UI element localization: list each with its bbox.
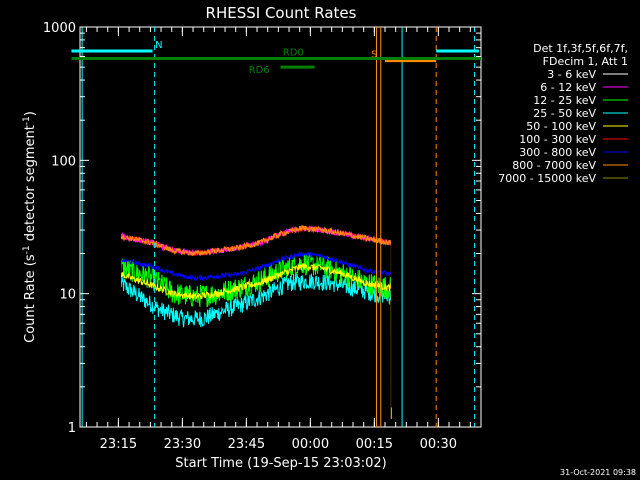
y-axis-label-sup2: -1 bbox=[22, 116, 32, 125]
x-tick-label: 23:45 bbox=[228, 437, 265, 452]
legend-entry-label: 800 - 7000 keV bbox=[512, 159, 596, 172]
legend-entry-label: 25 - 50 keV bbox=[533, 107, 596, 120]
y-axis-label-main: Count Rate (s bbox=[23, 254, 38, 343]
legend-entry-label: 50 - 100 keV bbox=[526, 120, 596, 133]
x-axis-label: Start Time (19-Sep-15 23:03:02) bbox=[175, 456, 386, 471]
status-bar-label-S: S bbox=[371, 50, 377, 61]
series-line-800-7000keV bbox=[120, 225, 392, 419]
series-line-25-50keV bbox=[120, 273, 392, 328]
status-bars-layer: N S RD0 RD6 bbox=[71, 40, 481, 76]
legend: Det 1f,3f,5f,6f,7f, FDecim 1, Att 1 3 - … bbox=[498, 42, 628, 185]
series-layer bbox=[120, 145, 392, 419]
y-tick-label: 1000 bbox=[43, 21, 76, 36]
x-tick-label: 23:30 bbox=[164, 437, 201, 452]
series-line-12-25keV bbox=[120, 252, 392, 308]
series-line-3-6-kev-outline bbox=[120, 146, 392, 408]
y-axis-label-end: ) bbox=[23, 111, 38, 116]
chart-title: RHESSI Count Rates bbox=[206, 4, 357, 22]
x-tick-label: 23:15 bbox=[100, 437, 137, 452]
y-axis-label-sup1: -1 bbox=[22, 245, 32, 254]
legend-header-line-1: Det 1f,3f,5f,6f,7f, bbox=[533, 42, 628, 55]
series-line-6-12keV bbox=[120, 225, 392, 256]
x-tick-label: 00:15 bbox=[356, 437, 393, 452]
plot-frame bbox=[79, 26, 482, 428]
x-tick-label: 00:00 bbox=[292, 437, 329, 452]
status-bar-label-RD0: RD0 bbox=[283, 48, 304, 59]
legend-entry-label: 300 - 800 keV bbox=[519, 146, 596, 159]
y-tick-label: 100 bbox=[51, 154, 76, 169]
legend-entry-label: 6 - 12 keV bbox=[540, 81, 596, 94]
footer-timestamp: 31-Oct-2021 09:38 bbox=[560, 468, 636, 477]
x-tick-label: 00:30 bbox=[420, 437, 457, 452]
y-tick-label: 10 bbox=[59, 288, 76, 303]
axes-layer: 1 10 100 1000 23:15 23:30 23:45 00:00 00:15 00:30 bbox=[43, 21, 481, 452]
legend-entry-label: 100 - 300 keV bbox=[519, 133, 596, 146]
y-tick-label: 1 bbox=[68, 421, 76, 436]
status-bar-label-N: N bbox=[155, 40, 162, 51]
status-bar-label-RD6: RD6 bbox=[249, 65, 270, 76]
legend-header-line-2: FDecim 1, Att 1 bbox=[543, 55, 628, 68]
series-line-50-100keV bbox=[120, 262, 392, 419]
series-line-300-800keV bbox=[120, 250, 392, 282]
legend-entry-label: 7000 - 15000 keV bbox=[498, 172, 596, 185]
marker-lines-layer bbox=[81, 27, 476, 427]
legend-entry-label: 3 - 6 keV bbox=[547, 68, 596, 81]
y-axis-label: Count Rate (s-1 detector segment-1) bbox=[22, 111, 38, 343]
y-axis-label-mid: detector segment bbox=[23, 125, 38, 245]
legend-entry-label: 12 - 25 keV bbox=[533, 94, 596, 107]
